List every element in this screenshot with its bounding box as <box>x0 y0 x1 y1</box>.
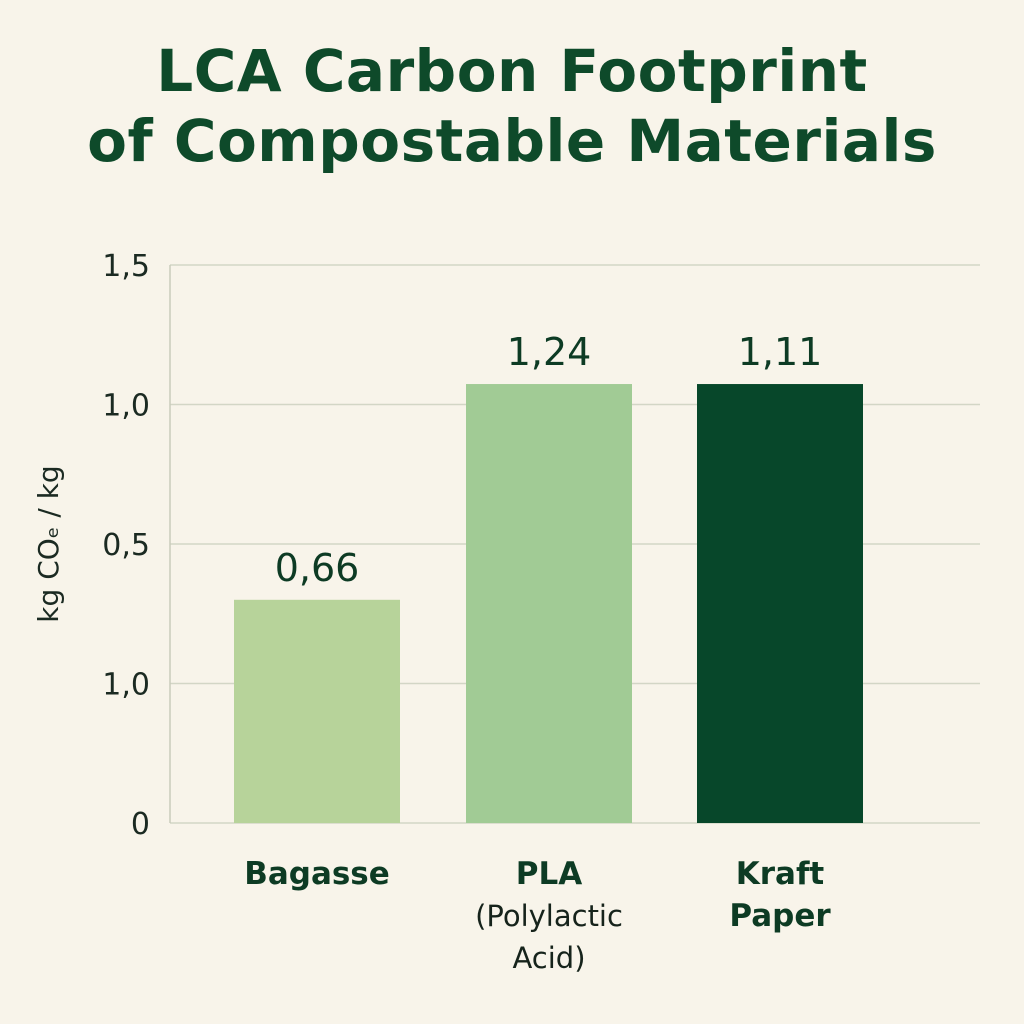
category-labels: Bagasse PLA (Polylactic Acid) Kraft Paper <box>244 856 831 975</box>
y-tick-label: 1,0 <box>102 389 150 424</box>
y-tick-label: 0 <box>131 807 150 842</box>
category-label: (Polylactic <box>475 899 623 933</box>
category-label: Bagasse <box>244 856 390 892</box>
bar <box>234 599 400 823</box>
y-axis-ticks: 0 1,0 0,5 1,0 1,5 <box>102 249 150 842</box>
y-tick-label: 0,5 <box>102 528 150 563</box>
category-label: Kraft <box>736 856 825 892</box>
value-label: 1,24 <box>507 330 592 374</box>
chart-title: LCA Carbon Footprint of Compostable Mate… <box>0 36 1024 176</box>
category-label: Acid) <box>512 941 585 975</box>
bars <box>234 384 863 823</box>
y-axis-label: kg COₑ / kg <box>32 465 65 622</box>
value-label: 1,11 <box>738 330 823 374</box>
y-tick-label: 1,0 <box>102 668 150 703</box>
chart-title-line-1: LCA Carbon Footprint <box>156 37 868 105</box>
category-label: Paper <box>729 898 831 934</box>
category-label: PLA <box>516 856 582 892</box>
chart-title-line-2: of Compostable Materials <box>87 107 937 175</box>
value-labels: 0,66 1,24 1,11 <box>275 330 823 590</box>
y-tick-label: 1,5 <box>102 249 150 284</box>
bar <box>697 384 863 823</box>
value-label: 0,66 <box>275 546 360 590</box>
bar <box>466 384 632 823</box>
